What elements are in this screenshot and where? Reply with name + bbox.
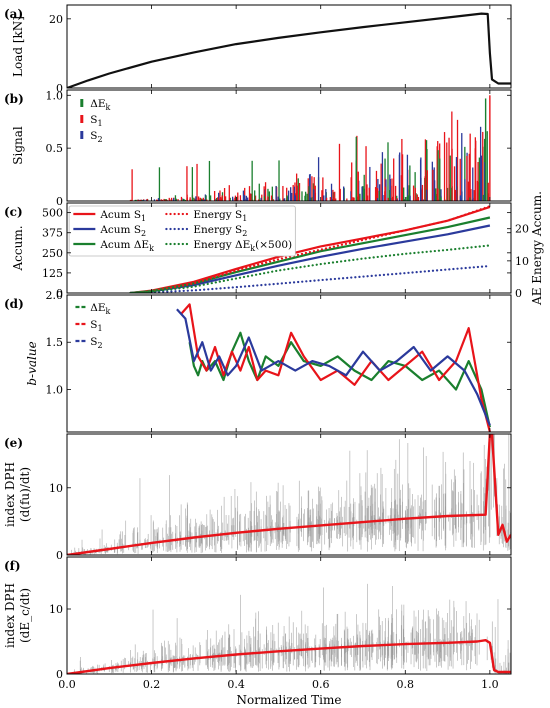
y-tick-label: 375 — [42, 227, 63, 240]
panel-b: ΔEk S1 S2 0 0.5 1.0 (b) Signal — [4, 89, 512, 208]
panel-label: (c) — [4, 205, 23, 219]
x-tick-label: 0.0 — [58, 678, 76, 691]
legend-label: S2 — [90, 130, 102, 144]
bvalue-series — [176, 303, 491, 432]
panel-e: 0 10 (e) index DPH (d(fu)/dt) — [3, 433, 512, 562]
load-line — [67, 12, 511, 88]
trend-line — [67, 639, 511, 674]
series-line — [129, 264, 491, 293]
load-series — [67, 12, 511, 88]
y-axis-label: Signal — [11, 126, 25, 165]
panel-a: 0 20 (a)Load [kN] — [4, 4, 512, 95]
legend-label: S1 — [90, 319, 102, 333]
series-line — [129, 205, 491, 293]
y-tick-label: 10 — [49, 482, 63, 495]
y-tick-label: 1.5 — [46, 336, 64, 349]
y-right-tick-label: 0 — [515, 287, 522, 300]
legend-label: Energy ΔEk(×500) — [193, 239, 292, 253]
y-tick-label: 0 — [56, 549, 63, 562]
x-axis: 0.0 0.2 0.4 0.6 0.8 1.0 Normalized Time — [58, 678, 498, 707]
x-axis-label: Normalized Time — [237, 693, 342, 707]
y-tick-label: 0 — [56, 668, 63, 681]
y-axis-label-2: (d(fu)/dt) — [18, 467, 32, 522]
y-axis-label-2: (dE_c/dt) — [18, 588, 32, 643]
legend-label: Energy S2 — [193, 224, 247, 238]
legend-label: S2 — [90, 336, 102, 350]
y-tick-label: 250 — [42, 247, 63, 260]
y-right-tick-label: 10 — [515, 255, 529, 268]
x-tick-label: 0.6 — [312, 678, 330, 691]
series-line — [129, 244, 491, 293]
panel-label: (a) — [4, 7, 23, 21]
panel-d: ΔEk S1 S2 1.0 1.5 2.0 (d) b-value — [4, 289, 512, 433]
y-axis-label: index DPH — [3, 583, 17, 648]
y-axis-label: Load [kN] — [11, 16, 25, 77]
plot-frame — [66, 294, 512, 433]
trend-line — [67, 434, 511, 555]
legend-label: ΔEk — [90, 98, 110, 112]
y-tick-label: 1.0 — [46, 383, 64, 396]
y-tick-label: 0 — [56, 82, 63, 95]
y-axis-label: b-value — [25, 341, 39, 385]
x-tick-label: 1.0 — [481, 678, 499, 691]
y-tick-label: 0.5 — [46, 142, 64, 155]
panel-label: (b) — [4, 92, 24, 106]
y-axis-label: index DPH — [3, 462, 17, 527]
legend-label: ΔEk — [90, 302, 110, 316]
y-axis-label-right: AE Energy Accum. — [530, 191, 544, 306]
legend-label: Acum S2 — [99, 224, 146, 238]
dph-noise — [67, 583, 511, 674]
plot-frame — [66, 89, 512, 202]
x-tick-label: 0.2 — [143, 678, 161, 691]
plot-frame — [66, 433, 512, 556]
y-tick-label: 0 — [56, 287, 63, 300]
panel-label: (e) — [4, 436, 23, 450]
legend-label: Energy S1 — [193, 209, 247, 223]
y-right-tick-label: 20 — [515, 223, 529, 236]
legend: ΔEk S1 S2 — [75, 302, 111, 350]
signal-spikes — [129, 95, 491, 201]
y-tick-label: 2.0 — [46, 289, 64, 302]
series-line — [176, 308, 491, 426]
plot-frame — [66, 556, 512, 675]
panel-label: (f) — [4, 559, 21, 573]
y-tick-label: 500 — [42, 207, 63, 220]
plot-frame — [66, 4, 512, 89]
y-tick-label: 0 — [56, 195, 63, 208]
x-tick-label: 0.8 — [397, 678, 415, 691]
accum-series — [129, 205, 491, 293]
panel-f: 0 10 (f) index DPH (dE_c/dt) — [3, 556, 512, 681]
legend: ΔEk S1 S2 — [80, 98, 111, 144]
y-tick-label: 125 — [42, 267, 63, 280]
y-tick-label: 10 — [49, 603, 63, 616]
x-tick-label: 0.4 — [227, 678, 245, 691]
plot-frame — [66, 202, 512, 294]
series-line — [180, 303, 491, 432]
y-tick-label: 20 — [49, 13, 63, 26]
legend-label: Acum ΔEk — [99, 239, 154, 253]
legend-label: Acum S1 — [99, 209, 146, 223]
series-line — [188, 331, 491, 428]
panel-label: (d) — [4, 297, 24, 311]
legend-label: S1 — [90, 114, 102, 128]
series-line — [130, 216, 491, 293]
y-tick-label: 1.0 — [46, 89, 64, 102]
y-axis-label: Accum. — [11, 225, 25, 271]
legend-box — [68, 205, 296, 257]
